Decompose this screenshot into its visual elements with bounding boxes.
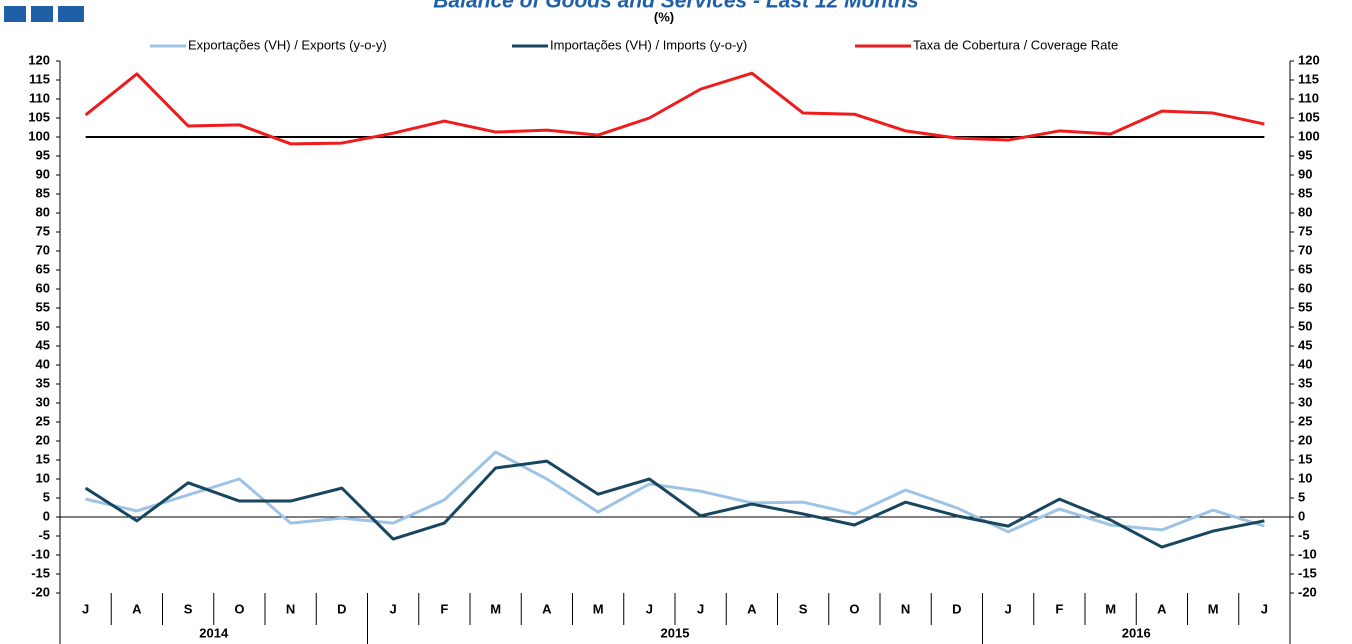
y-tick-label: 65 [36,261,50,276]
y2-tick-label: 5 [1298,489,1305,504]
y2-tick-label: -5 [1298,527,1310,542]
y-tick-label: 25 [36,413,50,428]
y-tick-label: 15 [36,451,50,466]
y2-tick-label: 60 [1298,280,1312,295]
y-tick-label: -10 [31,546,50,561]
y2-tick-label: 75 [1298,223,1312,238]
x-tick-label: A [1157,601,1167,616]
year-label: 2016 [1122,625,1151,640]
x-tick-label: J [1261,601,1268,616]
y-tick-label: 20 [36,432,50,447]
y-tick-label: 30 [36,394,50,409]
y-tick-label: 115 [29,71,50,86]
y2-tick-label: 30 [1298,394,1312,409]
y-tick-label: -15 [31,565,50,580]
y2-tick-label: 40 [1298,356,1312,371]
y-tick-label: 10 [36,470,50,485]
y2-tick-label: 50 [1298,318,1312,333]
y-tick-label: -5 [38,527,50,542]
series-line [84,459,1265,549]
y2-tick-label: 100 [1298,128,1320,143]
legend-label: Exportações (VH) / Exports (y-o-y) [188,37,387,52]
chart-subtitle: (%) [654,9,674,24]
y2-tick-label: 80 [1298,204,1312,219]
y-tick-label: 95 [36,147,50,162]
x-tick-label: D [337,601,346,616]
year-label: 2014 [199,625,229,640]
y-tick-label: 55 [36,299,50,314]
x-tick-label: J [1005,601,1012,616]
x-tick-label: A [542,601,552,616]
y-tick-label: 50 [36,318,50,333]
y-tick-label: 60 [36,280,50,295]
logo-block [58,6,84,22]
x-tick-label: J [697,601,704,616]
x-tick-label: F [1055,601,1063,616]
y-tick-label: 120 [28,52,50,67]
y-tick-label: 40 [36,356,50,371]
x-tick-label: A [132,601,142,616]
x-tick-label: F [440,601,448,616]
y2-tick-label: 110 [1298,90,1319,105]
legend-label: Taxa de Cobertura / Coverage Rate [913,37,1118,52]
y-tick-label: 105 [28,109,50,124]
y-tick-label: 80 [36,204,50,219]
y-tick-label: 45 [36,337,50,352]
x-tick-label: A [747,601,757,616]
x-tick-label: S [184,601,193,616]
y-tick-label: 90 [36,166,50,181]
y2-tick-label: 25 [1298,413,1312,428]
x-tick-label: O [234,601,244,616]
y2-tick-label: 0 [1298,508,1305,523]
y2-tick-label: -20 [1298,584,1317,599]
y2-tick-label: 15 [1298,451,1312,466]
y-tick-label: 110 [29,90,50,105]
y2-tick-label: -15 [1298,565,1317,580]
y-tick-label: 85 [36,185,50,200]
x-tick-label: J [646,601,653,616]
x-tick-label: N [901,601,910,616]
y-tick-label: 5 [43,489,50,504]
y2-tick-label: 90 [1298,166,1312,181]
y2-tick-label: 120 [1298,52,1320,67]
year-label: 2015 [661,625,690,640]
y-tick-label: 35 [36,375,50,390]
y2-tick-label: 65 [1298,261,1312,276]
x-tick-label: M [593,601,604,616]
logo-block [31,6,53,22]
y-tick-label: 75 [36,223,50,238]
x-tick-label: M [1105,601,1116,616]
y2-tick-label: 35 [1298,375,1312,390]
series-line [85,450,1265,534]
y-tick-label: 100 [28,128,50,143]
y2-tick-label: 115 [1298,71,1319,86]
x-tick-label: S [799,601,808,616]
y2-tick-label: 55 [1298,299,1312,314]
y-tick-label: 0 [43,508,50,523]
y2-tick-label: 10 [1298,470,1312,485]
y2-tick-label: 85 [1298,185,1312,200]
x-tick-label: M [490,601,501,616]
y2-tick-label: 95 [1298,147,1312,162]
x-tick-label: D [952,601,961,616]
y-tick-label: 70 [36,242,50,257]
y2-tick-label: -10 [1298,546,1317,561]
x-tick-label: M [1208,601,1219,616]
series-line [84,71,1265,146]
x-tick-label: J [390,601,397,616]
legend-label: Importações (VH) / Imports (y-o-y) [550,37,747,52]
logo-block [4,6,26,22]
y2-tick-label: 45 [1298,337,1312,352]
y-tick-label: -20 [31,584,50,599]
y2-tick-label: 20 [1298,432,1312,447]
y2-tick-label: 105 [1298,109,1320,124]
y2-tick-label: 70 [1298,242,1312,257]
chart-title: Balance of Goods and Services - Last 12 … [433,0,918,13]
x-tick-label: N [286,601,295,616]
x-tick-label: O [849,601,859,616]
x-tick-label: J [82,601,89,616]
